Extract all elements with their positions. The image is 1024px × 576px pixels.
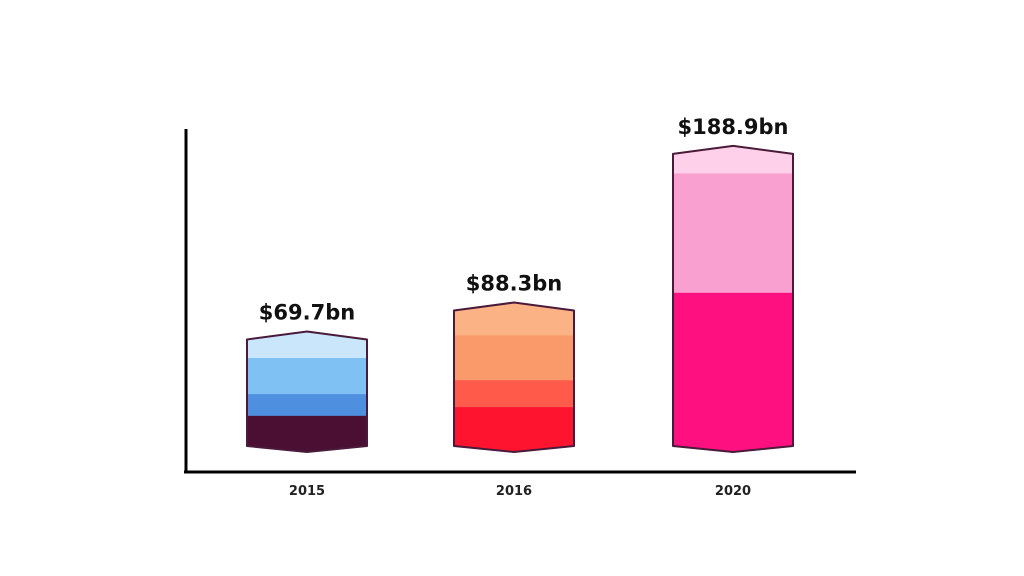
bars-layer — [246, 144, 794, 453]
bar-segment — [247, 415, 367, 452]
data-label: $88.3bn — [466, 272, 562, 296]
bar-segment — [454, 407, 574, 452]
bar-2016 — [453, 301, 575, 453]
bar-segment — [247, 331, 367, 359]
bar-outline — [453, 301, 575, 453]
bar-2020 — [672, 144, 794, 453]
bar-segment — [673, 173, 793, 294]
bar-segment — [247, 357, 367, 395]
value-labels-layer: $69.7bn $88.3bn $188.9bn — [259, 115, 789, 325]
bar-segment — [454, 335, 574, 381]
bar-outline — [246, 330, 368, 453]
bar-outline — [672, 144, 794, 453]
x-tick-label: 2015 — [289, 484, 325, 499]
data-label: $69.7bn — [259, 300, 355, 324]
bar-segment — [247, 394, 367, 417]
bar-segment — [673, 145, 793, 174]
bar-2015 — [246, 330, 368, 453]
x-tick-label: 2016 — [496, 484, 532, 499]
data-label: $188.9bn — [677, 115, 788, 139]
x-tick-labels-layer: 2015 2016 2020 — [289, 484, 751, 499]
bar-segment — [673, 292, 793, 453]
x-tick-label: 2020 — [715, 484, 751, 499]
bar-segment — [454, 380, 574, 408]
